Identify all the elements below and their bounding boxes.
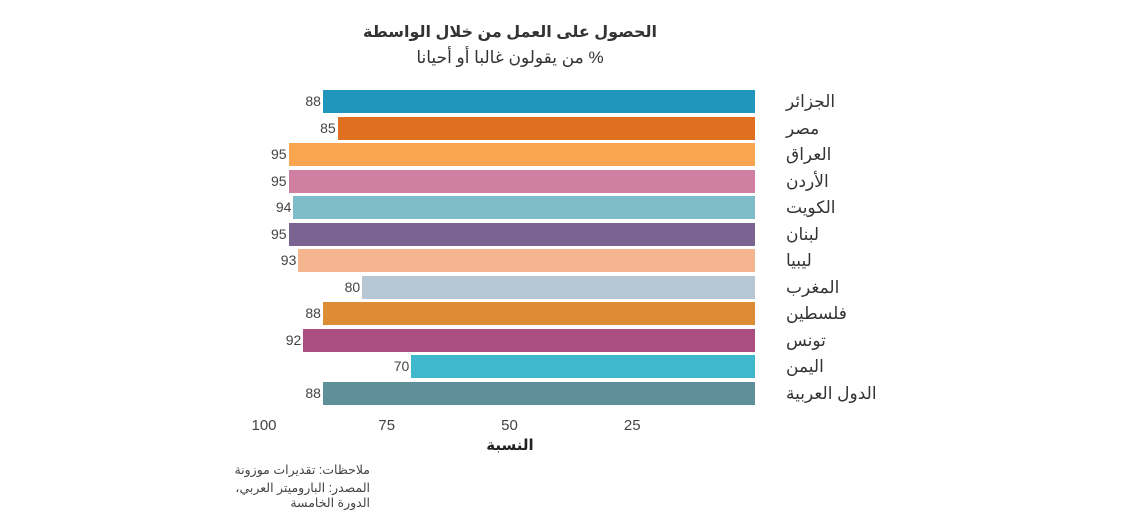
bar-value-label: 88 [305,384,321,401]
chart-title: الحصول على العمل من خلال الواسطة [362,24,657,41]
bar [411,355,755,378]
x-tick-label: 100 [251,417,277,434]
bar [362,275,755,299]
bar-value-label: 70 [393,358,410,374]
bar-value-label: 80 [344,278,361,295]
category-label: المغرب [786,277,840,297]
x-tick-label: 75 [378,417,396,434]
bar-value-label: 88 [305,305,321,321]
chart-subtitle: % من يقولون غالبا أو أحيانا [416,48,604,67]
category-label: تونس [786,330,826,350]
bar-value-label: 95 [270,146,287,162]
bar-value-label: 92 [285,331,302,348]
category-label: الأردن [786,171,829,191]
bar [322,90,755,113]
x-tick-label: 50 [501,417,518,434]
bar-value-label: 95 [270,225,287,242]
category-label: فلسطين [786,304,847,323]
bar-value-label: 85 [320,119,336,136]
category-label: الجزائر [786,92,836,111]
x-axis-label: النسبة [486,437,534,454]
category-label: الكويت [786,198,836,217]
category-label: اليمن [786,357,824,376]
bar [288,222,755,246]
x-tick-label: 25 [623,417,641,434]
bar-value-label: 93 [280,252,297,268]
note-weights: ملاحظات: تقديرات موزونة [234,463,370,477]
bar [293,196,755,219]
bar-value-label: 95 [270,172,287,189]
note-source: المصدر: الباروميتر العربي، الدورة الخامس… [235,481,370,510]
category-label: ليبيا [786,251,812,270]
bar [288,169,755,193]
bar-value-label: 88 [305,93,321,109]
bar [303,328,755,352]
bar [288,143,755,166]
bar-value-label: 94 [275,199,292,215]
category-label: الدول العربية [786,383,877,403]
category-label: مصر [786,118,820,138]
category-label: لبنان [786,224,820,244]
bar [322,381,755,405]
bar [337,116,755,140]
bar [298,249,755,272]
bar [322,302,755,325]
category-label: العراق [786,145,832,164]
